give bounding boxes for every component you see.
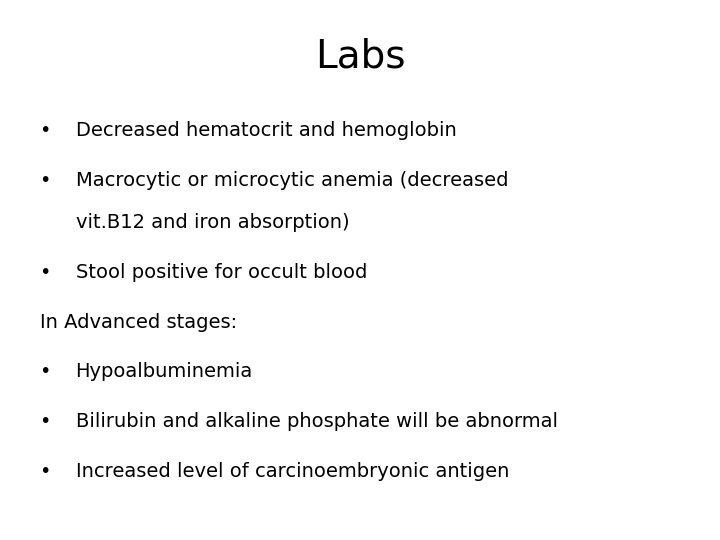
Text: Increased level of carcinoembryonic antigen: Increased level of carcinoembryonic anti… (76, 462, 509, 481)
Text: Labs: Labs (315, 38, 405, 76)
Text: Bilirubin and alkaline phosphate will be abnormal: Bilirubin and alkaline phosphate will be… (76, 412, 557, 431)
Text: In Advanced stages:: In Advanced stages: (40, 313, 237, 332)
Text: •: • (40, 462, 51, 481)
Text: vit.B12 and iron absorption): vit.B12 and iron absorption) (76, 213, 349, 232)
Text: Hypoalbuminemia: Hypoalbuminemia (76, 362, 253, 381)
Text: •: • (40, 362, 51, 381)
Text: Stool positive for occult blood: Stool positive for occult blood (76, 263, 367, 282)
Text: Macrocytic or microcytic anemia (decreased: Macrocytic or microcytic anemia (decreas… (76, 171, 508, 190)
Text: Decreased hematocrit and hemoglobin: Decreased hematocrit and hemoglobin (76, 122, 456, 140)
Text: •: • (40, 122, 51, 140)
Text: •: • (40, 171, 51, 190)
Text: •: • (40, 412, 51, 431)
Text: •: • (40, 263, 51, 282)
